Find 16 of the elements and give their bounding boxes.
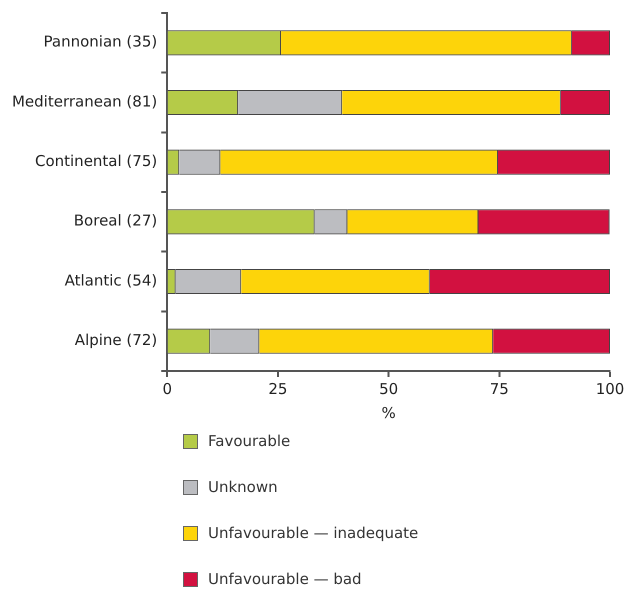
legend-label: Favourable [208, 432, 290, 450]
y-tick-label: Mediterranean (81) [12, 92, 158, 110]
legend-label: Unfavourable — inadequate [208, 524, 418, 542]
legend-label: Unfavourable — bad [208, 570, 362, 588]
x-tick-label: 25 [268, 380, 288, 398]
x-tick-label: 100 [596, 380, 624, 398]
y-tick-label: Continental (75) [34, 152, 158, 170]
x-tick-label: 50 [379, 380, 398, 398]
x-axis-title: % [381, 404, 396, 422]
x-tick-label: 75 [490, 380, 509, 398]
x-tick-label: 0 [162, 380, 172, 398]
y-tick-label: Boreal (27) [74, 212, 158, 230]
legend-label: Unknown [208, 478, 278, 496]
y-tick-label: Alpine (72) [74, 331, 158, 350]
y-tick-label: Atlantic (54) [64, 271, 158, 290]
y-tick-label: Pannonian (35) [44, 32, 158, 51]
